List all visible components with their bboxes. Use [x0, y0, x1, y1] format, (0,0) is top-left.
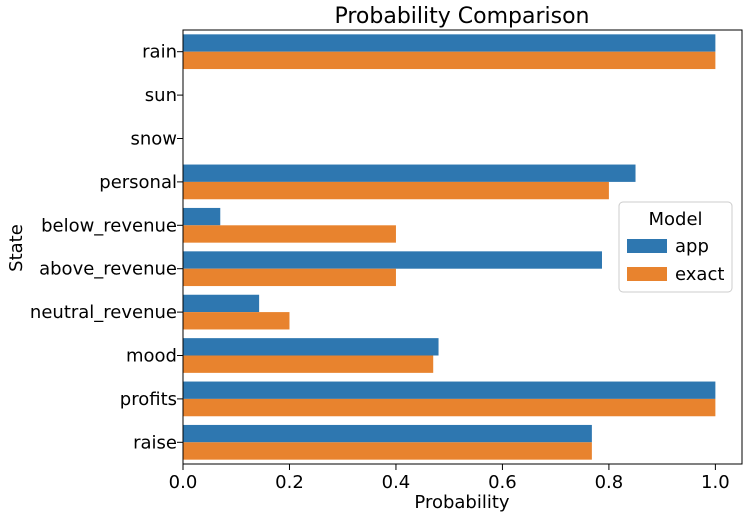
x-tick-label: 0.2: [275, 472, 304, 493]
bar-exact-mood: [183, 355, 434, 373]
legend-title: Model: [648, 209, 702, 230]
y-tick-label: neutral_revenue: [30, 302, 177, 323]
legend-swatch-app: [627, 239, 667, 253]
bar-exact-rain: [183, 51, 716, 70]
bar-exact-above_revenue: [183, 268, 396, 287]
y-tick-label: above_revenue: [39, 259, 177, 280]
x-tick-label: 0.8: [595, 472, 624, 493]
y-tick-label: mood: [126, 346, 177, 367]
plot-frame: [182, 29, 743, 465]
bar-app-mood: [183, 338, 439, 356]
y-tick-label: rain: [142, 42, 177, 63]
x-tick-label: 0.0: [169, 472, 198, 493]
bar-app-raise: [183, 424, 592, 443]
x-tick-label: 1.0: [701, 472, 730, 493]
bar-exact-raise: [183, 442, 592, 460]
y-tick-label: personal: [99, 172, 177, 193]
ticks-group: rain sun snow personal below_revenue above_re…: [30, 42, 730, 493]
bar-app-profits: [183, 381, 716, 399]
chart-title: Probability Comparison: [334, 4, 589, 29]
y-tick-label: below_revenue: [41, 215, 177, 236]
y-axis-label: State: [6, 224, 27, 272]
legend-label-exact: exact: [675, 264, 724, 285]
bar-exact-neutral_revenue: [183, 312, 290, 330]
x-tick-label: 0.6: [488, 472, 517, 493]
bar-app-rain: [183, 34, 716, 52]
bar-app-neutral_revenue: [183, 294, 260, 313]
legend: Model app exact: [618, 201, 733, 293]
bar-app-personal: [183, 164, 636, 182]
legend-swatch-exact: [627, 267, 667, 281]
bar-app-above_revenue: [183, 251, 602, 269]
y-tick-label: snow: [130, 129, 177, 150]
bar-exact-personal: [183, 181, 609, 200]
y-tick-label: raise: [133, 432, 177, 453]
axes-group: [182, 29, 743, 465]
bar-exact-below_revenue: [183, 225, 396, 243]
bar-exact-profits: [183, 398, 716, 417]
bar-app-below_revenue: [183, 207, 221, 226]
bars-group: [183, 34, 716, 460]
legend-label-app: app: [675, 236, 709, 257]
x-tick-label: 0.4: [382, 472, 411, 493]
y-tick-label: sun: [145, 85, 177, 106]
y-tick-label: profits: [120, 389, 177, 410]
x-axis-label: Probability: [414, 492, 509, 513]
